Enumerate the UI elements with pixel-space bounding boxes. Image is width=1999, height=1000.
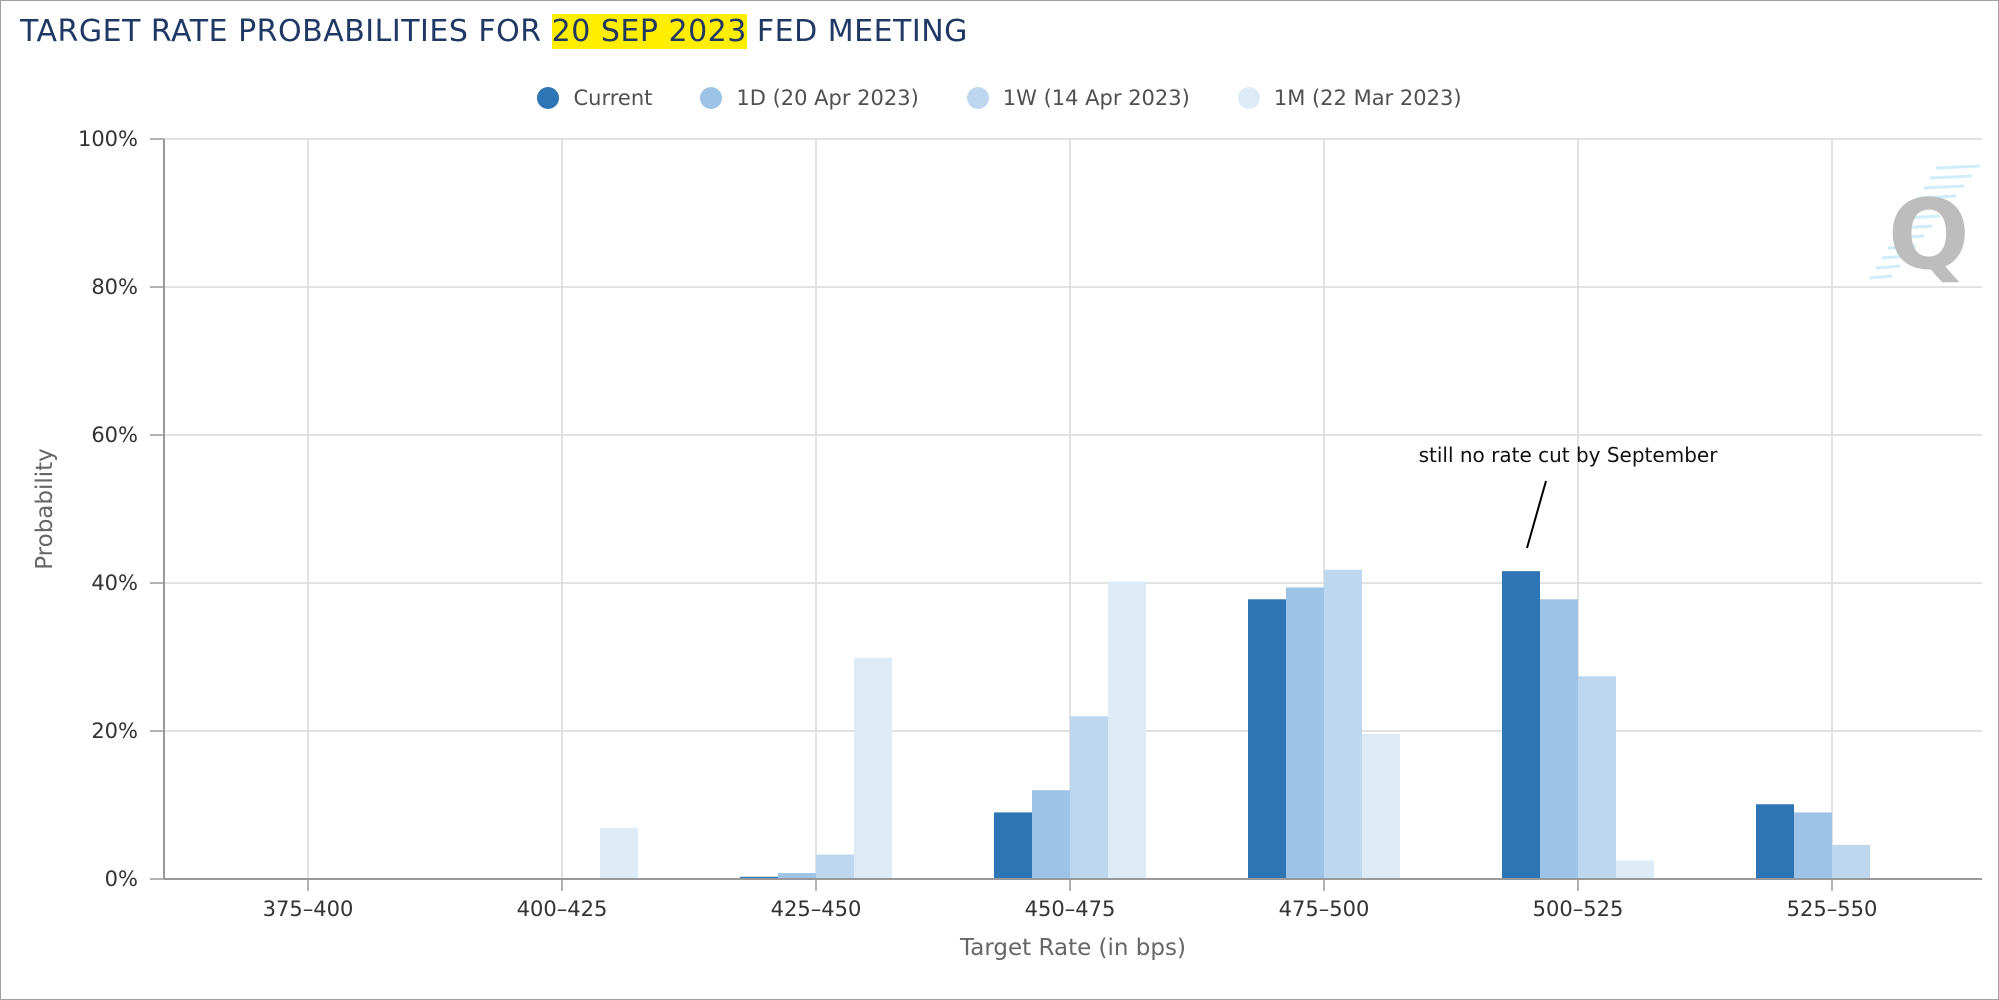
watermark-stripe [1911, 204, 1949, 210]
x-tick-label: 375–400 [263, 897, 354, 921]
y-tick-label: 80% [91, 275, 138, 299]
y-tick-label: 0% [105, 867, 138, 891]
watermark-stripe [1929, 174, 1973, 180]
watermark-stripe [1935, 164, 1981, 170]
bar [1248, 599, 1286, 879]
legend-swatch-icon [1237, 87, 1260, 109]
y-tick-label: 60% [91, 423, 138, 447]
x-tick-label: 425–450 [771, 897, 862, 921]
x-tick-label: 450–475 [1025, 897, 1116, 921]
legend-label: Current [573, 86, 653, 110]
watermark-stripe [1923, 184, 1965, 190]
watermark-stripe [1869, 274, 1893, 280]
y-tick-label: 100% [78, 127, 138, 151]
x-tick-label: 500–525 [1533, 897, 1624, 921]
annotation-label: still no rate cut by September [1419, 443, 1719, 467]
legend-label: 1M (22 Mar 2023) [1273, 86, 1462, 110]
legend-item-1[interactable]: 1D (20 Apr 2023) [700, 86, 919, 110]
x-tick-label: 525–550 [1787, 897, 1878, 921]
bar [1756, 804, 1794, 879]
y-tick-label: 40% [91, 571, 138, 595]
bar [1578, 676, 1616, 879]
bar [1794, 812, 1832, 879]
annotation-pointer [1526, 480, 1547, 549]
watermark-stripe [1905, 214, 1941, 220]
bar [854, 657, 892, 879]
bar [600, 827, 638, 879]
y-tick-label: 20% [91, 719, 138, 743]
bar [816, 854, 854, 879]
bar [1286, 587, 1324, 879]
x-tick-label: 400–425 [517, 897, 608, 921]
bar [994, 812, 1032, 879]
bar [740, 876, 778, 879]
legend-label: 1D (20 Apr 2023) [736, 86, 919, 110]
legend-swatch-icon [966, 87, 989, 109]
watermark-stripe [1887, 244, 1917, 250]
chart-legend: Current 1D (20 Apr 2023) 1W (14 Apr 2023) 1… [0, 86, 1999, 110]
bar [1070, 716, 1108, 879]
legend-swatch-icon [700, 87, 723, 109]
watermark-logo: Q [1888, 179, 1970, 291]
legend-item-2[interactable]: 1W (14 Apr 2023) [966, 86, 1190, 110]
chart-title: TARGET RATE PROBABILITIES FOR 20 SEP 202… [20, 14, 968, 49]
watermark-stripe [1881, 254, 1909, 260]
y-axis-title: Probability [32, 448, 58, 570]
legend-item-0[interactable]: Current [537, 86, 652, 110]
title-suffix: FED MEETING [746, 14, 968, 49]
bar [1108, 581, 1146, 879]
watermark-stripe [1893, 234, 1925, 240]
legend-swatch-icon [537, 87, 560, 109]
bar [1324, 569, 1362, 879]
watermark-stripe [1899, 224, 1933, 230]
title-prefix: TARGET RATE PROBABILITIES FOR [20, 14, 552, 49]
bar [1616, 860, 1654, 879]
bar [1832, 844, 1870, 879]
bar [778, 873, 816, 879]
watermark-stripe [1875, 264, 1901, 270]
title-date-highlight: 20 SEP 2023 [551, 14, 747, 49]
x-axis-title: Target Rate (in bps) [959, 935, 1186, 961]
bar [1032, 790, 1070, 879]
legend-label: 1W (14 Apr 2023) [1002, 86, 1190, 110]
x-tick-label: 475–500 [1279, 897, 1370, 921]
bar [1362, 733, 1400, 879]
legend-item-3[interactable]: 1M (22 Mar 2023) [1237, 86, 1462, 110]
bar [1502, 571, 1540, 879]
watermark-stripe [1917, 194, 1957, 200]
bar [1540, 599, 1578, 879]
